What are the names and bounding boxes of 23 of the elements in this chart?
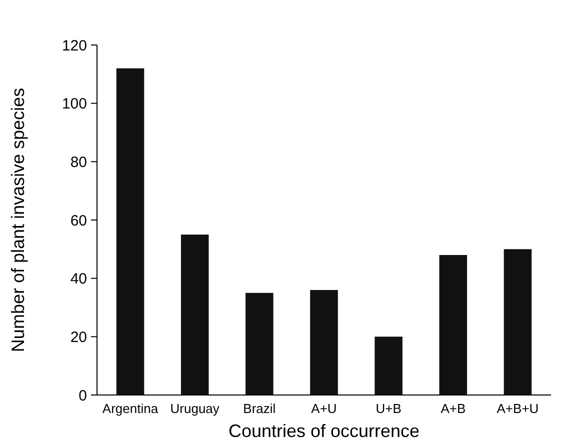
x-tick-label: Brazil [243, 401, 276, 416]
bar [116, 68, 144, 395]
y-tick-label: 120 [62, 37, 87, 54]
bar [310, 290, 338, 395]
x-tick-label: A+U [311, 401, 337, 416]
y-tick-label: 80 [70, 154, 87, 171]
bar [374, 336, 402, 395]
bar [180, 234, 209, 395]
y-tick-label: 40 [70, 270, 87, 288]
x-axis-title: Countries of occurrence [228, 421, 420, 441]
y-tick-label: 20 [70, 328, 87, 346]
bar [439, 255, 468, 395]
y-tick-label: 100 [62, 96, 87, 113]
x-tick-label: Uruguay [170, 401, 220, 416]
bar [246, 292, 274, 395]
x-tick-label: U+B [376, 401, 402, 416]
bar [504, 249, 532, 395]
x-tick-label: Argentina [102, 401, 159, 416]
y-tick-label: 0 [78, 387, 87, 404]
x-tick-label: A+B [440, 401, 466, 416]
y-tick-label: 60 [70, 212, 87, 230]
x-tick-label: A+B+U [496, 401, 539, 416]
y-axis-title: Number of plant invasive species [8, 88, 28, 352]
